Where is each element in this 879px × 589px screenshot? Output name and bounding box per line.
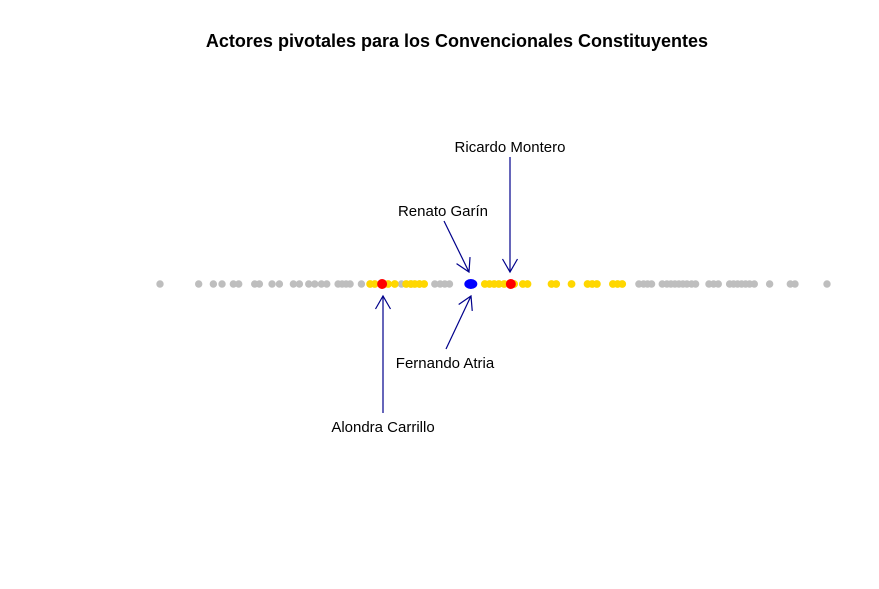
gray-point [275, 280, 284, 288]
annotation-arrowhead [456, 256, 471, 274]
gray-point [823, 280, 831, 288]
annotation-label: Alondra Carrillo [331, 419, 434, 436]
gray-point [647, 280, 656, 288]
yellow-point [567, 280, 576, 288]
gray-point [235, 280, 243, 288]
gray-point [229, 280, 238, 288]
gray-point [295, 280, 304, 288]
gray-point [357, 280, 366, 288]
gray-point [445, 280, 454, 288]
gray-point [691, 280, 700, 288]
gray-point [194, 280, 203, 288]
gray-point [765, 280, 774, 288]
yellow-point [390, 280, 399, 288]
yellow-point [420, 280, 429, 288]
yellow-points-series [366, 280, 627, 288]
annotation-arrow-line [443, 220, 470, 273]
gray-point [209, 280, 218, 288]
gray-point [268, 280, 276, 288]
gray-point [317, 280, 326, 288]
annotation-label: Fernando Atria [396, 355, 495, 372]
yellow-point [592, 280, 601, 288]
gray-point [289, 280, 298, 288]
gray-point [311, 280, 319, 288]
annotation-label: Renato Garín [398, 203, 488, 220]
yellow-point [370, 280, 379, 288]
gray-point [305, 280, 313, 288]
gray-point [323, 280, 331, 288]
yellow-point [618, 280, 627, 288]
gray-point [431, 280, 439, 288]
gray-point [156, 280, 164, 288]
gray-point [714, 280, 722, 288]
annotation-arrowhead [374, 294, 392, 310]
yellow-point [523, 280, 532, 288]
chart-title: Actores pivotales para los Convencionale… [206, 31, 708, 51]
blue-points-series [464, 279, 478, 289]
gray-point [346, 280, 354, 288]
annotation-label: Ricardo Montero [455, 139, 566, 156]
gray-point [218, 280, 226, 288]
gray-point [791, 280, 799, 288]
annotation-arrowhead [501, 258, 519, 274]
gray-point [255, 280, 264, 288]
annotations-layer: Ricardo Montero Renato Garín Fernando Atri… [331, 139, 565, 436]
yellow-point [552, 280, 561, 288]
red-points-series [377, 279, 516, 289]
gray-point [750, 280, 758, 288]
red-pivot-point [377, 279, 388, 289]
blue-median-point [464, 279, 478, 289]
annotation-arrow-line [445, 295, 472, 350]
annotation-arrowhead [458, 294, 473, 311]
yellow-point [494, 280, 503, 288]
red-pivot-point [505, 279, 516, 289]
